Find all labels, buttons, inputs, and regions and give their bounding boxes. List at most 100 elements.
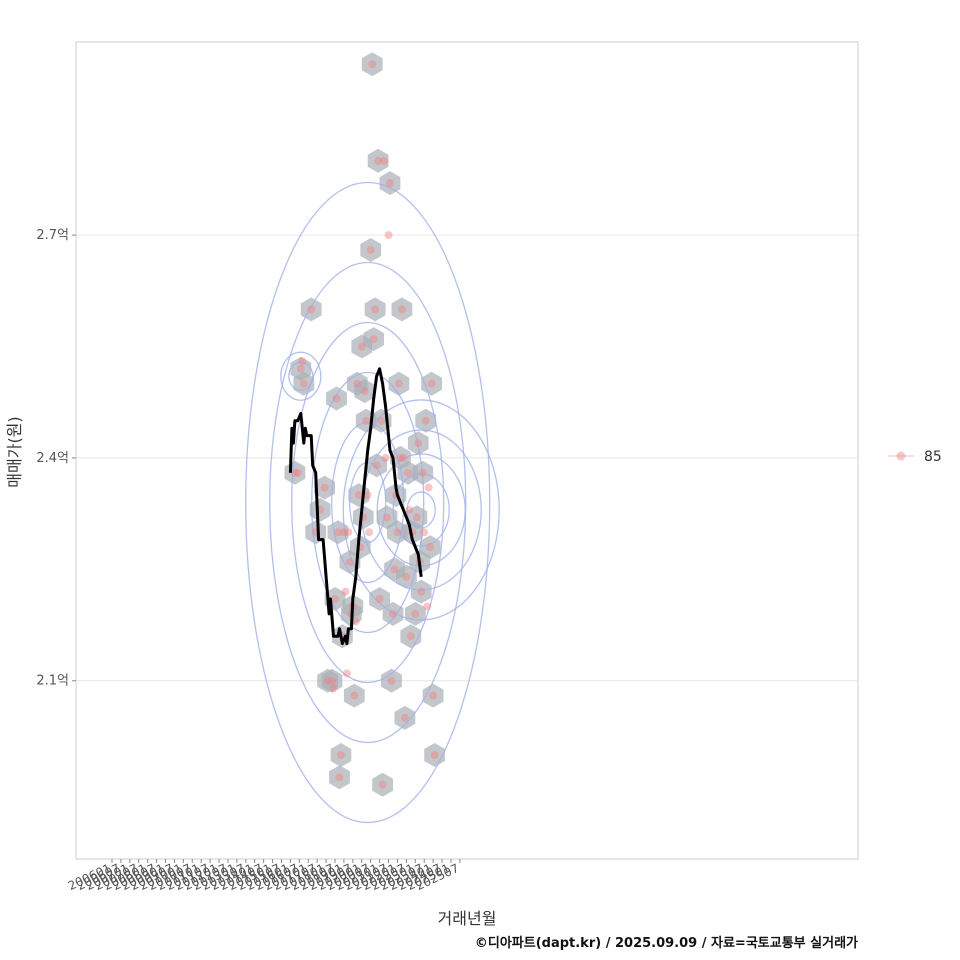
- data-point: [366, 245, 375, 254]
- hexbin-cell: [314, 475, 335, 500]
- data-point: [296, 364, 305, 373]
- data-point: [427, 379, 436, 388]
- data-point: [375, 595, 384, 604]
- data-point: [414, 439, 423, 448]
- data-point: [328, 676, 337, 685]
- hexbin-cell: [388, 371, 410, 396]
- density-contour: [392, 473, 450, 547]
- data-point: [399, 453, 408, 462]
- y-axis-ticks: 2.1억 2.4억 2.7억: [36, 228, 76, 689]
- hexbin-cell: [329, 765, 350, 790]
- data-point: [429, 691, 438, 700]
- data-point: [388, 609, 397, 618]
- hexbin-cell: [364, 297, 386, 322]
- hexbin-layer: [284, 52, 445, 797]
- data-point: [339, 528, 348, 537]
- hexbin-cell: [354, 379, 376, 404]
- data-point: [336, 751, 345, 760]
- data-point: [412, 513, 421, 522]
- hexbin-cell: [394, 705, 416, 730]
- density-contour: [288, 361, 314, 391]
- x-axis-title: 거래년월: [438, 909, 497, 928]
- hexbin-cell: [309, 497, 331, 522]
- data-point: [403, 468, 412, 477]
- y-tick-label: 2.7억: [36, 228, 69, 243]
- data-point: [353, 379, 362, 388]
- data-point: [320, 483, 329, 492]
- density-contour: [406, 491, 436, 529]
- hexbin-cell: [352, 505, 374, 530]
- data-point: [354, 491, 363, 500]
- y-axis-title: 매매가(원): [5, 416, 24, 487]
- hexbin-cell: [382, 601, 404, 626]
- hexbin-cell: [381, 668, 402, 693]
- legend: 85: [888, 449, 942, 465]
- trend-line: [288, 367, 423, 646]
- data-point: [298, 357, 307, 366]
- data-point: [374, 156, 383, 165]
- data-point: [344, 528, 353, 537]
- data-point: [393, 528, 402, 537]
- data-point: [381, 453, 390, 462]
- data-point: [331, 595, 339, 604]
- data-point: [350, 691, 359, 700]
- hexbin-cell: [379, 171, 401, 196]
- data-point: [323, 676, 332, 685]
- data-point: [390, 565, 399, 574]
- data-point: [362, 416, 371, 425]
- x-axis-ticks: 2006012006072007012007072008012008072009…: [66, 859, 461, 893]
- hexbin-cell: [422, 683, 444, 708]
- data-point: [357, 342, 366, 351]
- data-point: [387, 676, 396, 685]
- data-point: [384, 231, 393, 240]
- hexbin-cell: [321, 668, 343, 693]
- hexbin-cell: [366, 453, 387, 478]
- hexbin-cell: [415, 408, 437, 433]
- data-point: [372, 461, 381, 470]
- hexbin-cell: [410, 579, 432, 604]
- y-tick-label: 2.1억: [36, 674, 69, 689]
- data-point: [371, 305, 380, 314]
- data-point: [307, 305, 316, 314]
- data-point: [365, 528, 374, 537]
- data-point: [430, 751, 439, 760]
- hexbin-cell: [372, 772, 393, 797]
- data-point: [351, 617, 360, 626]
- data-point: [341, 587, 350, 596]
- data-point: [377, 416, 386, 425]
- data-point: [411, 609, 420, 618]
- hexbin-cell: [360, 238, 382, 262]
- data-point: [405, 505, 414, 514]
- legend-label: 85: [924, 449, 942, 465]
- data-point: [342, 669, 351, 678]
- data-point: [333, 528, 342, 537]
- density-contour: [342, 399, 500, 621]
- data-point: [402, 572, 411, 581]
- density-contour: [331, 421, 405, 584]
- hexbin-cell: [363, 327, 384, 352]
- data-point: [383, 513, 392, 522]
- data-point: [335, 773, 344, 782]
- hexbin-cell: [361, 52, 383, 77]
- density-contour: [269, 261, 467, 744]
- data-point: [368, 60, 377, 69]
- hexbin-cell: [369, 587, 390, 611]
- data-point: [423, 602, 432, 611]
- data-point: [424, 483, 433, 492]
- hexbin-cell: [391, 297, 413, 322]
- data-point: [378, 780, 387, 789]
- data-point: [332, 394, 341, 403]
- data-point: [299, 379, 308, 388]
- data-point: [369, 335, 378, 344]
- data-point: [397, 305, 406, 314]
- data-point: [420, 528, 429, 537]
- y-tick-label: 2.4억: [36, 451, 69, 466]
- density-contour: [291, 321, 445, 684]
- data-point: [400, 713, 409, 722]
- data-point: [290, 468, 299, 477]
- density-contour: [280, 351, 322, 401]
- data-point: [386, 179, 395, 188]
- hexbin-cell: [330, 743, 352, 767]
- data-point: [394, 379, 403, 388]
